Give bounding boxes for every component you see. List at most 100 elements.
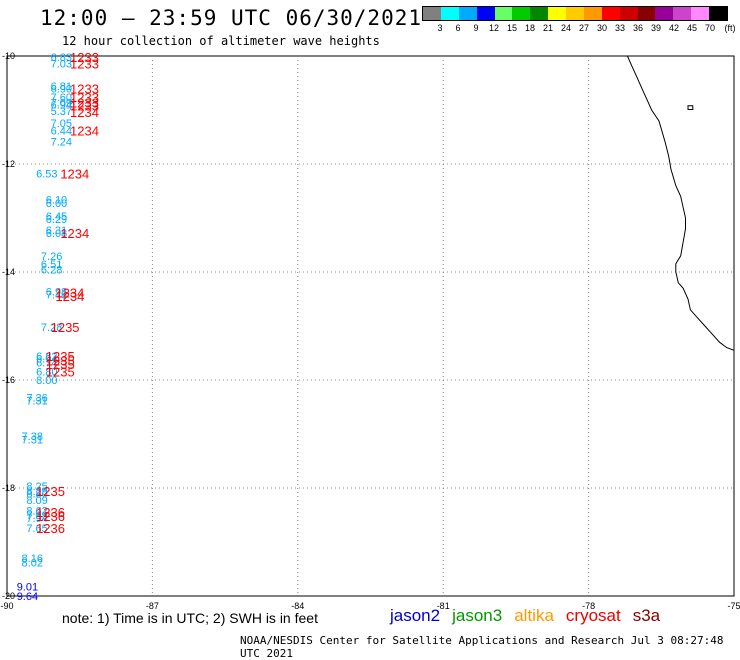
wave-height-label: 6.51 xyxy=(41,259,62,271)
wave-height-label: 7.03 xyxy=(51,59,72,71)
note-text: note: 1) Time is in UTC; 2) SWH is in fe… xyxy=(62,610,318,626)
satellite-legend: jason2 jason3 altika cryosat s3a xyxy=(390,606,672,626)
wave-height-label: 7.31 xyxy=(22,434,43,446)
time-label: 1234 xyxy=(60,226,89,241)
wave-height-label: 8.02 xyxy=(22,558,43,570)
wave-height-label: 7.48 xyxy=(46,290,67,302)
legend-swatch xyxy=(476,7,495,20)
wave-height-label: 7.99 xyxy=(26,510,47,522)
time-label: 1233 xyxy=(70,90,99,105)
legend-swatch xyxy=(458,7,477,20)
lat-tick-label: -10 xyxy=(2,51,15,61)
legend-tick-label: 18 xyxy=(524,23,536,33)
wave-height-label: 8.80 xyxy=(26,488,47,500)
wave-height-label: 6.00 xyxy=(46,198,67,210)
wave-height-label: 6.08 xyxy=(46,228,67,240)
wave-height-label: 8.16 xyxy=(22,553,43,565)
wave-height-label: 6.28 xyxy=(41,264,62,276)
legend-unit: (ft) xyxy=(724,23,736,33)
wave-height-label: 7.26 xyxy=(41,251,62,263)
wave-height-label: 8.09 xyxy=(26,495,47,507)
lon-tick-label: -84 xyxy=(291,601,304,611)
wave-height-label: 6.53 xyxy=(36,169,57,181)
satellite-cryosat: cryosat xyxy=(565,606,621,625)
legend-tick-label: 42 xyxy=(668,23,680,33)
wave-height-label: 6.81 xyxy=(51,81,72,93)
legend-tick-label: 70 xyxy=(704,23,716,33)
legend-tick-label: 45 xyxy=(686,23,698,33)
time-label: 1235 xyxy=(46,364,75,379)
wave-height-label: 8.62 xyxy=(26,506,47,518)
legend-tick-label: 30 xyxy=(596,23,608,33)
wave-height-label: 6.90 xyxy=(51,83,72,95)
time-label: 1234 xyxy=(55,286,84,301)
wave-height-label: 7.24 xyxy=(51,136,72,148)
legend-swatch xyxy=(601,7,620,20)
legend-swatch xyxy=(566,7,584,20)
wave-height-label: 7.36 xyxy=(26,392,47,404)
lon-tick-label: -90 xyxy=(0,601,13,611)
time-label: 1235 xyxy=(51,320,80,335)
legend-swatch xyxy=(691,7,709,20)
legend-tick-label: 27 xyxy=(578,23,590,33)
wave-height-label: 7.05 xyxy=(51,118,72,130)
satellite-altika: altika xyxy=(514,606,554,625)
wave-height-label: 7.28 xyxy=(41,322,62,334)
wave-height-label: 9.01 xyxy=(17,581,38,593)
legend-swatch xyxy=(440,7,459,20)
lat-tick-label: -20 xyxy=(2,591,15,601)
legend-tick-label: 39 xyxy=(650,23,662,33)
wave-height-label: 8.29 xyxy=(26,486,47,498)
wave-height-label: 8.25 xyxy=(26,481,47,493)
lon-tick-label: -75 xyxy=(727,601,740,611)
time-label: 1233 xyxy=(70,81,99,96)
legend-tick-label: 21 xyxy=(542,23,554,33)
wave-height-label: 6.74 xyxy=(36,358,57,370)
wave-height-label: 6.82 xyxy=(36,351,57,363)
legend-swatch xyxy=(530,7,549,20)
wave-height-label: 9.64 xyxy=(17,591,38,603)
legend-swatch xyxy=(619,7,638,20)
lon-tick-label: -87 xyxy=(146,601,159,611)
time-label: 1233 xyxy=(70,95,99,110)
wave-height-label: 8.00 xyxy=(36,375,57,387)
wave-height-label: 6.10 xyxy=(46,195,67,207)
wave-height-label: 6.31 xyxy=(46,225,67,237)
wave-height-label: 6.94 xyxy=(51,100,72,112)
wave-height-label: 6.29 xyxy=(46,214,67,226)
legend-swatch xyxy=(494,7,513,20)
wave-height-label: 7.65 xyxy=(26,523,47,535)
legend-tick-label: 12 xyxy=(488,23,500,33)
wave-height-label: 5.37 xyxy=(51,106,72,118)
wave-height-label: 6.45 xyxy=(46,211,67,223)
lat-tick-label: -16 xyxy=(2,375,15,385)
wave-height-label: 6.44 xyxy=(51,126,72,138)
legend-tick-label: 6 xyxy=(455,23,461,33)
wave-height-label: 6.94 xyxy=(36,353,57,365)
map-subtitle: 12 hour collection of altimeter wave hei… xyxy=(62,34,380,48)
wave-height-label: 6.83 xyxy=(51,52,72,64)
legend-swatch xyxy=(673,7,692,20)
satellite-s3a: s3a xyxy=(632,606,661,625)
legend-labels: 3 6 9 12 15 18 21 24 27 30 33 36 39 42 45 70 (ft) xyxy=(422,21,735,35)
time-label: 1235 xyxy=(46,354,75,369)
time-label: 1235 xyxy=(46,349,75,364)
lat-tick-label: -12 xyxy=(2,159,15,169)
time-label: 1234 xyxy=(55,289,84,304)
wave-height-label: 7.60 xyxy=(51,92,72,104)
time-label: 1236 xyxy=(36,521,65,536)
legend-tick-label: 9 xyxy=(473,23,479,33)
time-label: 1234 xyxy=(70,105,99,120)
legend-color-bar xyxy=(422,6,728,21)
time-label: 1234 xyxy=(60,167,89,182)
wave-height-label: 7.09 xyxy=(51,97,72,109)
time-label: 1235 xyxy=(36,484,65,499)
satellite-jason2: jason2 xyxy=(390,606,441,625)
map-title: 12:00 – 23:59 UTC 06/30/2021 xyxy=(40,6,423,30)
legend-swatch xyxy=(423,7,441,20)
map-frame xyxy=(6,55,735,597)
satellite-jason3: jason3 xyxy=(452,606,503,625)
coastline xyxy=(626,55,735,351)
lon-tick-label: -78 xyxy=(582,601,595,611)
